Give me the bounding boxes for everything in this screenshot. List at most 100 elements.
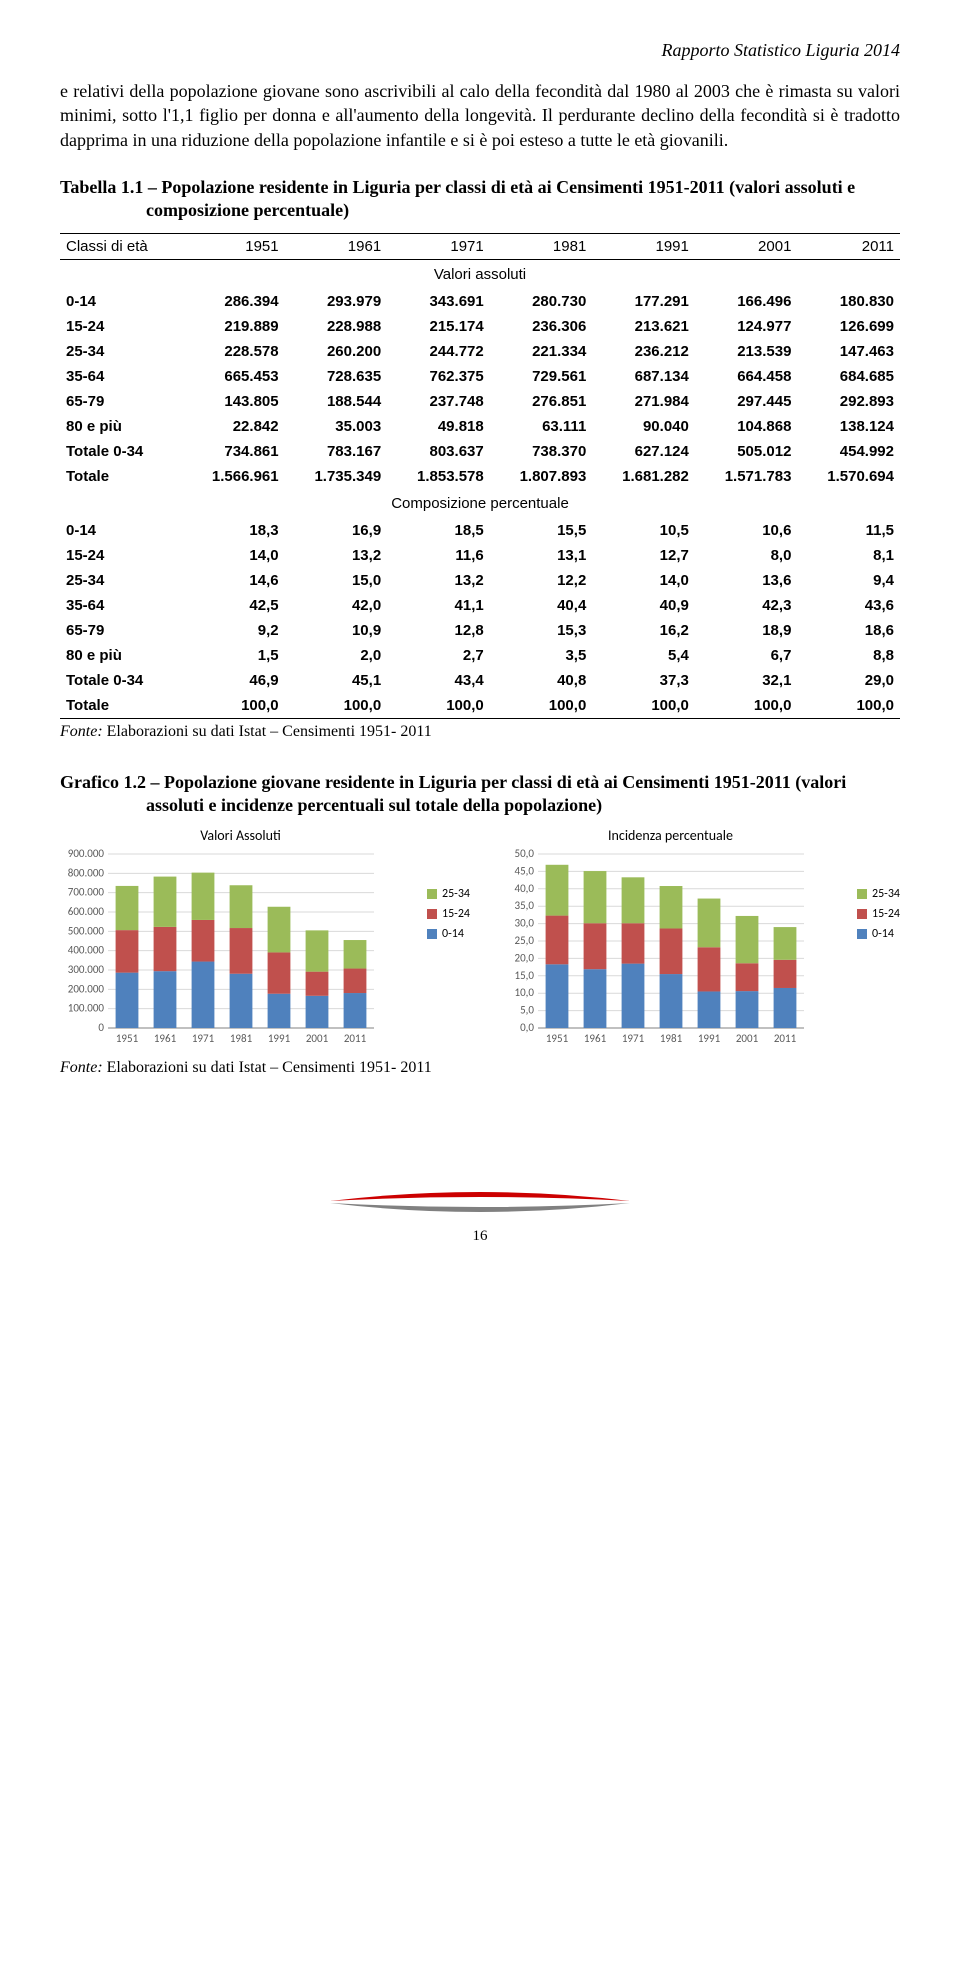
table-cell: 18,6 — [797, 618, 900, 643]
table-cell: 13,1 — [490, 543, 593, 568]
table-cell: 505.012 — [695, 439, 798, 464]
table-cell: 1.681.282 — [592, 464, 695, 489]
table-cell: 297.445 — [695, 389, 798, 414]
svg-text:30,0: 30,0 — [515, 917, 535, 930]
table-cell: 18,3 — [182, 518, 285, 543]
svg-text:1951: 1951 — [546, 1032, 569, 1045]
table-cell: 271.984 — [592, 389, 695, 414]
table-cell: 293.979 — [285, 289, 388, 314]
table-cell: 2,7 — [387, 643, 490, 668]
table-cell: 5,4 — [592, 643, 695, 668]
table-cell: 10,5 — [592, 518, 695, 543]
table-row-label: 0-14 — [60, 289, 182, 314]
legend-item: 15-24 — [427, 907, 470, 921]
table-cell: 12,7 — [592, 543, 695, 568]
table-cell: 46,9 — [182, 668, 285, 693]
table-caption: Tabella 1.1 – Popolazione residente in L… — [60, 176, 900, 223]
table-row-label: 15-24 — [60, 314, 182, 339]
svg-text:1961: 1961 — [584, 1032, 607, 1045]
table-cell: 15,5 — [490, 518, 593, 543]
table-cell: 143.805 — [182, 389, 285, 414]
chart-caption-text: Grafico 1.2 – Popolazione giovane reside… — [60, 772, 846, 815]
table-cell: 734.861 — [182, 439, 285, 464]
legend-item: 15-24 — [857, 907, 900, 921]
table-cell: 42,3 — [695, 593, 798, 618]
svg-text:2001: 2001 — [306, 1032, 329, 1045]
table-cell: 166.496 — [695, 289, 798, 314]
table-cell: 45,1 — [285, 668, 388, 693]
legend-item: 0-14 — [857, 927, 900, 941]
table-cell: 228.578 — [182, 339, 285, 364]
table-cell: 1.735.349 — [285, 464, 388, 489]
chart-pct: 0,05,010,015,020,025,030,035,040,045,050… — [490, 848, 810, 1048]
table-cell: 16,2 — [592, 618, 695, 643]
table-cell: 10,9 — [285, 618, 388, 643]
table-cell: 14,0 — [592, 568, 695, 593]
table-cell: 9,2 — [182, 618, 285, 643]
source-label: Fonte: — [60, 1059, 103, 1076]
table-row-label: 35-64 — [60, 364, 182, 389]
table-row-label: 65-79 — [60, 618, 182, 643]
table-cell: 1.807.893 — [490, 464, 593, 489]
svg-text:0,0: 0,0 — [520, 1021, 534, 1034]
table-cell: 783.167 — [285, 439, 388, 464]
svg-text:2011: 2011 — [774, 1032, 797, 1045]
source-text: Elaborazioni su dati Istat – Censimenti … — [103, 1059, 432, 1076]
table-row-label: Totale — [60, 693, 182, 719]
table-cell: 665.453 — [182, 364, 285, 389]
table-cell: 728.635 — [285, 364, 388, 389]
svg-text:40,0: 40,0 — [515, 882, 535, 895]
svg-text:25,0: 25,0 — [515, 934, 535, 947]
table-cell: 276.851 — [490, 389, 593, 414]
legend-label: 0-14 — [442, 927, 464, 941]
table-cell: 3,5 — [490, 643, 593, 668]
table-cell: 236.212 — [592, 339, 695, 364]
svg-text:45,0: 45,0 — [515, 865, 535, 878]
table-cell: 280.730 — [490, 289, 593, 314]
svg-text:600.000: 600.000 — [68, 905, 105, 918]
table-cell: 100,0 — [387, 693, 490, 719]
svg-text:500.000: 500.000 — [68, 925, 105, 938]
table-row-label: Totale 0-34 — [60, 668, 182, 693]
table-header-cell: 1991 — [592, 233, 695, 259]
table-cell: 13,2 — [285, 543, 388, 568]
table-cell: 762.375 — [387, 364, 490, 389]
table-cell: 138.124 — [797, 414, 900, 439]
chart-abs-box: Valori Assoluti 0100.000200.000300.00040… — [60, 827, 470, 1053]
legend-swatch — [857, 889, 867, 899]
svg-text:15,0: 15,0 — [515, 969, 535, 982]
table-cell: 40,4 — [490, 593, 593, 618]
table-cell: 729.561 — [490, 364, 593, 389]
table-cell: 147.463 — [797, 339, 900, 364]
table-cell: 13,2 — [387, 568, 490, 593]
table-cell: 43,6 — [797, 593, 900, 618]
table-row-label: 25-34 — [60, 568, 182, 593]
legend-swatch — [427, 929, 437, 939]
table-caption-text: Tabella 1.1 – Popolazione residente in L… — [60, 177, 855, 220]
table-cell: 14,0 — [182, 543, 285, 568]
table-cell: 100,0 — [490, 693, 593, 719]
table-cell: 219.889 — [182, 314, 285, 339]
table-cell: 42,0 — [285, 593, 388, 618]
table-cell: 43,4 — [387, 668, 490, 693]
table-cell: 8,8 — [797, 643, 900, 668]
table-cell: 12,2 — [490, 568, 593, 593]
chart-abs-title: Valori Assoluti — [60, 827, 421, 844]
chart-caption: Grafico 1.2 – Popolazione giovane reside… — [60, 771, 900, 818]
table-header-cell: 1971 — [387, 233, 490, 259]
table-cell: 221.334 — [490, 339, 593, 364]
table-cell: 100,0 — [182, 693, 285, 719]
legend-item: 25-34 — [857, 887, 900, 901]
table-cell: 188.544 — [285, 389, 388, 414]
table-row-label: Totale — [60, 464, 182, 489]
chart-pct-title: Incidenza percentuale — [490, 827, 851, 844]
table-header-cell: 1961 — [285, 233, 388, 259]
chart-legend: 25-34 15-24 0-14 — [851, 827, 900, 947]
svg-text:400.000: 400.000 — [68, 944, 105, 957]
table-cell: 126.699 — [797, 314, 900, 339]
svg-text:0: 0 — [98, 1021, 104, 1034]
table-cell: 12,8 — [387, 618, 490, 643]
legend-label: 25-34 — [442, 887, 470, 901]
table-subheader: Composizione percentuale — [60, 489, 900, 518]
table-cell: 177.291 — [592, 289, 695, 314]
